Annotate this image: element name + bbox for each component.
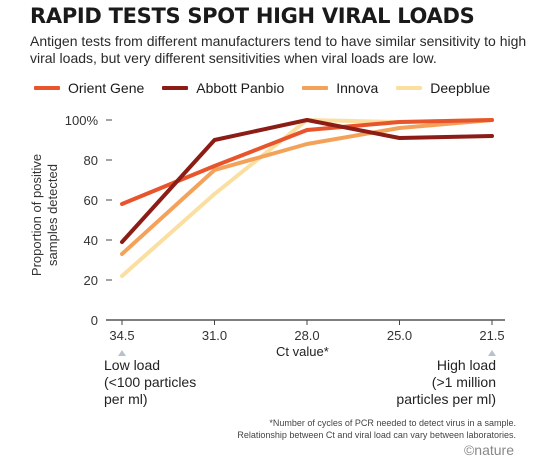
- high-load-line-2: (>1 million: [431, 374, 496, 390]
- chart-subtitle: Antigen tests from different manufacture…: [30, 33, 527, 66]
- legend-item-orient-gene: Orient Gene: [34, 80, 144, 96]
- y-axis-label: Proportion of positive samples detected: [29, 154, 61, 276]
- footnote-line-1: *Number of cycles of PCR needed to detec…: [269, 418, 516, 428]
- legend-label-deepblue: Deepblue: [430, 80, 491, 96]
- y-tick-label: 80: [84, 153, 98, 168]
- legend-label-abbott-panbio: Abbott Panbio: [196, 80, 285, 96]
- low-load-line-3: per ml): [104, 391, 148, 407]
- legend-item-innova: Innova: [302, 80, 378, 96]
- series-line-orient-gene: [120, 118, 494, 206]
- legend: Orient Gene Abbott Panbio Innova Deepblu…: [34, 80, 508, 96]
- nature-logo: ©nature: [463, 442, 514, 458]
- y-tick-label: 0: [91, 313, 98, 328]
- high-load-line-3: particles per ml): [396, 391, 496, 407]
- y-axis-label-line-1: Proportion of positive: [29, 153, 44, 277]
- x-tick-label: 28.0: [294, 328, 319, 343]
- legend-label-innova: Innova: [336, 80, 379, 96]
- chart-title: RAPID TESTS SPOT HIGH VIRAL LOADS: [30, 4, 475, 28]
- high-load-marker-icon: [488, 350, 496, 356]
- series-line-innova: [120, 118, 494, 256]
- footnote: *Number of cycles of PCR needed to detec…: [237, 417, 516, 441]
- series-line-abbott-panbio: [120, 118, 494, 244]
- footnote-line-2: Relationship between Ct and viral load c…: [237, 430, 516, 440]
- x-axis-label: Ct value*: [276, 344, 329, 359]
- y-tick-label: 100%: [65, 113, 99, 128]
- legend-label-orient-gene: Orient Gene: [68, 80, 145, 96]
- x-tick-label: 34.5: [109, 328, 134, 343]
- legend-item-abbott-panbio: Abbott Panbio: [162, 80, 284, 96]
- x-tick-label: 21.5: [479, 328, 504, 343]
- y-tick-label: 40: [84, 233, 98, 248]
- legend-swatch-deepblue: [396, 86, 423, 90]
- legend-swatch-abbott-panbio: [162, 86, 189, 90]
- high-load-annotation: High load (>1 million particles per ml): [396, 357, 496, 408]
- high-load-line-1: High load: [436, 357, 496, 373]
- low-load-annotation: Low load (<100 particles per ml): [104, 357, 196, 408]
- y-tick-label: 60: [84, 193, 98, 208]
- y-axis-label-line-2: samples detected: [45, 164, 60, 266]
- legend-swatch-orient-gene: [34, 86, 60, 90]
- low-load-line-2: (<100 particles: [104, 374, 197, 390]
- legend-item-deepblue: Deepblue: [396, 80, 490, 96]
- low-load-marker-icon: [118, 350, 126, 356]
- legend-swatch-innova: [302, 86, 329, 90]
- y-tick-label: 20: [84, 273, 98, 288]
- x-tick-label: 31.0: [202, 328, 227, 343]
- low-load-line-1: Low load: [104, 357, 161, 373]
- x-tick-label: 25.0: [387, 328, 412, 343]
